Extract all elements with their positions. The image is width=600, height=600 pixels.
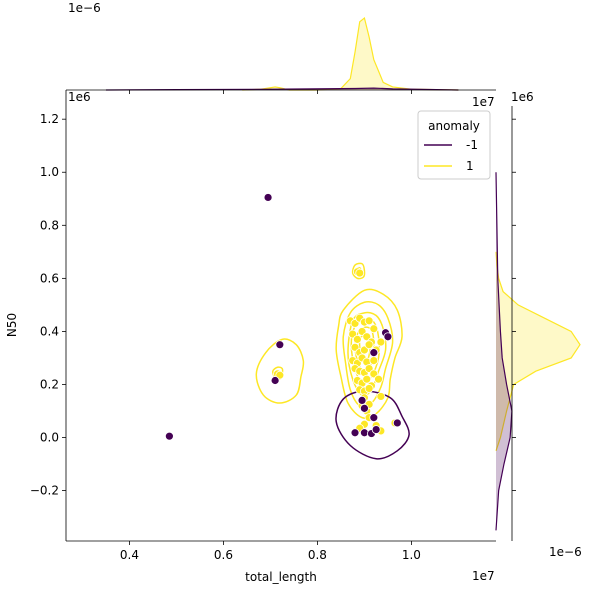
point-neg1-9 xyxy=(360,403,369,413)
point-1-12 xyxy=(352,334,362,344)
y-offset-label: 1e6 xyxy=(68,90,91,104)
point-neg1-6 xyxy=(383,332,393,342)
right-kde-line-neg1 xyxy=(495,172,513,531)
point-1-19 xyxy=(364,340,374,350)
right-kde-fill-neg1 xyxy=(496,172,512,531)
point-neg1-10 xyxy=(350,428,360,438)
x-offset-label: 1e7 xyxy=(472,569,495,583)
point-1-10 xyxy=(369,324,379,334)
legend-frame xyxy=(417,110,491,180)
x-offset-top-label: 1e7 xyxy=(472,95,495,109)
kde-contour-neg1-0 xyxy=(335,390,410,460)
axes: 0.4 0.6 0.8 1.0 −0.2 0.0 0.2 0.4 0.6 0.8 1.0 1.2 xyxy=(30,89,516,562)
right-kde-line-1 xyxy=(495,251,581,451)
y-axis-label: N50 xyxy=(5,313,19,337)
point-1-1 xyxy=(355,268,365,278)
top-marginal-plot xyxy=(105,16,459,91)
kde-contour-1-5 xyxy=(342,300,394,408)
y-tick-label-6: 1.0 xyxy=(40,165,59,179)
kde-contour-1-6 xyxy=(347,311,387,397)
top-kde-line-1 xyxy=(242,16,459,91)
y-tick-label-3: 0.4 xyxy=(40,324,59,338)
y-tick-label-0: −0.2 xyxy=(30,484,59,498)
point-1-4 xyxy=(376,337,386,347)
x-tick-label-0: 0.4 xyxy=(120,548,139,562)
x-tick-label-3: 1.0 xyxy=(402,548,421,562)
point-1-39 xyxy=(376,392,386,401)
point-neg1-13 xyxy=(371,425,381,434)
point-1-38 xyxy=(364,384,374,393)
point-1-33 xyxy=(362,374,372,384)
point-neg1-1 xyxy=(164,431,174,441)
legend-label-neg1: -1 xyxy=(466,138,478,152)
right-marginal-bottom-offset-label: 1e−6 xyxy=(549,545,582,559)
point-neg1-7 xyxy=(392,418,402,428)
right-marginal-offset-label: 1e6 xyxy=(511,90,534,104)
kde-contour-1-4 xyxy=(335,288,403,419)
point-neg1-0 xyxy=(263,193,273,202)
y-tick-label-5: 0.8 xyxy=(40,218,59,232)
legend: anomaly -1 1 xyxy=(417,110,491,180)
legend-title: anomaly xyxy=(428,119,480,133)
x-tick-label-1: 0.6 xyxy=(214,548,233,562)
point-neg1-4 xyxy=(369,348,379,358)
kde-contour-1-2 xyxy=(351,262,366,280)
point-neg1-8 xyxy=(357,395,367,405)
top-marginal-offset-label: 1e−6 xyxy=(68,1,101,15)
right-kde-fill-1 xyxy=(496,251,580,451)
right-marginal-plot xyxy=(495,172,581,531)
point-neg1-2 xyxy=(275,340,285,350)
point-neg1-14 xyxy=(369,413,379,423)
point-neg1-3 xyxy=(270,376,280,385)
x-axis-label: total_length xyxy=(245,570,317,584)
y-tick-label-4: 0.6 xyxy=(40,271,59,285)
y-tick-label-1: 0.0 xyxy=(40,431,59,445)
kde-contours-series-neg1 xyxy=(335,390,410,460)
point-1-25 xyxy=(369,356,379,366)
legend-label-1: 1 xyxy=(466,159,474,173)
y-tick-label-7: 1.2 xyxy=(40,112,59,126)
scatter-points-series-neg1 xyxy=(164,193,402,441)
point-1-34 xyxy=(374,374,383,384)
point-1-9 xyxy=(364,316,374,326)
x-tick-label-2: 0.8 xyxy=(308,548,327,562)
y-tick-label-2: 0.2 xyxy=(40,377,59,391)
kde-contour-1-0 xyxy=(255,338,305,404)
